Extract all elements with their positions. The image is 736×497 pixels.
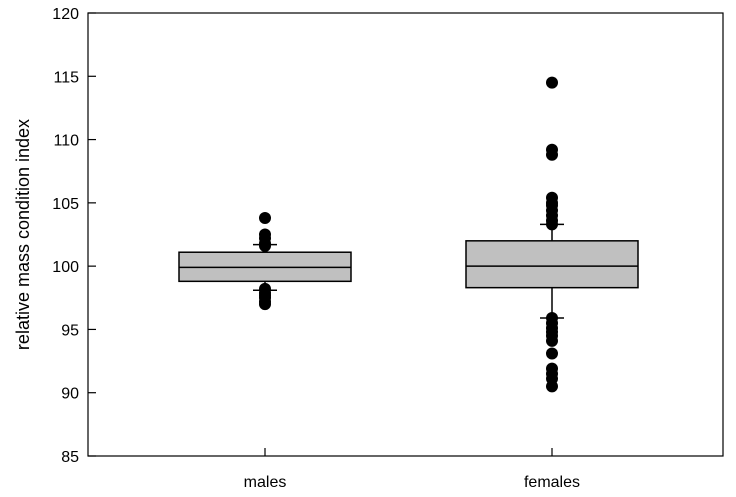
- y-axis-title: relative mass condition index: [13, 119, 33, 350]
- outlier-point: [259, 239, 271, 252]
- x-tick-label-females: females: [524, 474, 580, 491]
- outlier-point: [259, 298, 271, 311]
- outlier-point: [546, 218, 558, 231]
- y-tick-label: 110: [53, 133, 79, 150]
- box-males: [178, 212, 352, 311]
- box-series: [178, 76, 639, 393]
- plot-frame: [87, 12, 724, 457]
- y-tick-label: 115: [53, 69, 79, 86]
- x-tick-label-males: males: [244, 474, 287, 491]
- y-tick-label: 90: [61, 386, 79, 403]
- outlier-point: [546, 347, 558, 360]
- y-tick-label: 120: [52, 6, 79, 23]
- y-axis-ticks: 85 90 95 100 105 110 115 120: [52, 6, 96, 466]
- outlier-point: [546, 76, 558, 89]
- x-axis-ticks: males females: [244, 448, 580, 491]
- y-tick-label: 105: [52, 196, 79, 213]
- box-females: [465, 76, 639, 393]
- interquartile-box: [465, 240, 639, 289]
- outlier-point: [546, 148, 558, 161]
- outlier-point: [546, 380, 558, 393]
- y-tick-label: 100: [52, 259, 79, 276]
- y-tick-label: 95: [61, 322, 79, 339]
- outlier-point: [259, 212, 271, 225]
- y-tick-label: 85: [61, 449, 79, 466]
- outlier-point: [546, 334, 558, 347]
